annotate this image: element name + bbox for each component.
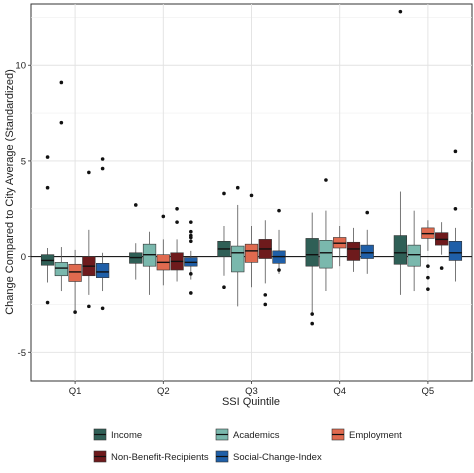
outlier-point bbox=[310, 321, 314, 326]
outlier-point bbox=[277, 268, 281, 272]
legend-item: Social-Change-Index bbox=[215, 450, 322, 463]
outlier-point bbox=[100, 157, 105, 161]
outlier-point bbox=[235, 185, 240, 190]
x-tick-label: Q2 bbox=[157, 386, 170, 397]
legend-label: Non-Benefit-Recipients bbox=[111, 452, 209, 463]
box bbox=[231, 245, 245, 273]
x-tick-label: Q5 bbox=[422, 386, 435, 397]
outlier-point bbox=[100, 306, 105, 311]
outlier-point bbox=[426, 264, 430, 268]
box bbox=[319, 240, 333, 269]
outlier-point bbox=[426, 287, 430, 291]
outlier-point bbox=[175, 206, 179, 211]
legend-label: Employment bbox=[349, 430, 402, 441]
box bbox=[407, 244, 421, 267]
legend-label: Academics bbox=[233, 430, 280, 441]
outlier-point bbox=[222, 191, 226, 196]
outlier-point bbox=[87, 170, 91, 175]
outlier-point bbox=[426, 275, 430, 280]
series-academics bbox=[54, 80, 421, 307]
outlier-point bbox=[310, 312, 314, 316]
y-tick-label: 5 bbox=[21, 156, 26, 167]
series-income bbox=[40, 9, 408, 326]
outlier-point bbox=[263, 293, 268, 297]
outlier-point bbox=[222, 285, 226, 290]
legend-item: Employment bbox=[331, 428, 402, 441]
legend-item: Academics bbox=[215, 428, 280, 441]
box bbox=[68, 263, 82, 282]
outlier-point bbox=[189, 291, 193, 295]
outlier-point bbox=[189, 272, 193, 276]
box bbox=[360, 244, 374, 259]
outlier-point bbox=[263, 302, 268, 307]
outlier-point bbox=[277, 208, 281, 213]
outlier-point bbox=[189, 235, 193, 240]
y-axis-title: Change Compared to City Average (Standar… bbox=[4, 69, 16, 315]
axes: -5 0 5 10 Q1 Q2 Q3 Q4 Q5 bbox=[15, 61, 434, 397]
outlier-point bbox=[45, 155, 50, 159]
outlier-point bbox=[365, 210, 370, 215]
outlier-point bbox=[87, 304, 91, 309]
outlier-point bbox=[59, 80, 64, 85]
outlier-point bbox=[45, 185, 50, 190]
box bbox=[305, 238, 319, 267]
x-tick-label: Q4 bbox=[333, 386, 346, 397]
outlier-point bbox=[161, 214, 166, 219]
outlier-point bbox=[398, 9, 403, 14]
box bbox=[244, 243, 259, 263]
x-tick-label: Q3 bbox=[245, 386, 258, 397]
series-employment bbox=[68, 193, 435, 314]
box bbox=[448, 240, 463, 261]
outlier-point bbox=[189, 220, 193, 224]
series-non-benefit-recipients bbox=[82, 170, 449, 309]
outlier-point bbox=[45, 300, 50, 305]
box bbox=[95, 263, 110, 278]
outlier-point bbox=[453, 206, 458, 211]
x-axis-title: SSI Quintile bbox=[222, 396, 280, 408]
outlier-point bbox=[249, 193, 254, 198]
boxes bbox=[40, 9, 463, 326]
outlier-point bbox=[73, 310, 77, 314]
legend: Income Academics Employment Non-Benefit-Rec… bbox=[93, 428, 402, 463]
outlier-point bbox=[133, 203, 138, 207]
outlier-point bbox=[189, 229, 193, 234]
series-social-change-index bbox=[95, 149, 463, 311]
box bbox=[346, 241, 361, 261]
outlier-point bbox=[324, 178, 328, 182]
outlier-point bbox=[189, 239, 193, 244]
legend-label: Social-Change-Index bbox=[233, 452, 322, 463]
y-tick-label: 10 bbox=[15, 61, 26, 72]
outlier-point bbox=[439, 266, 444, 270]
y-tick-label: -5 bbox=[18, 348, 26, 359]
outlier-point bbox=[100, 166, 105, 171]
legend-item: Non-Benefit-Recipients bbox=[93, 450, 209, 463]
outlier-point bbox=[59, 120, 64, 125]
box bbox=[54, 262, 68, 277]
outlier-point bbox=[453, 149, 458, 154]
box bbox=[393, 235, 408, 265]
outlier-point bbox=[175, 220, 179, 224]
y-tick-label: 0 bbox=[21, 252, 26, 263]
legend-item: Income bbox=[93, 428, 142, 441]
x-tick-label: Q1 bbox=[69, 386, 82, 397]
legend-label: Income bbox=[111, 430, 142, 441]
